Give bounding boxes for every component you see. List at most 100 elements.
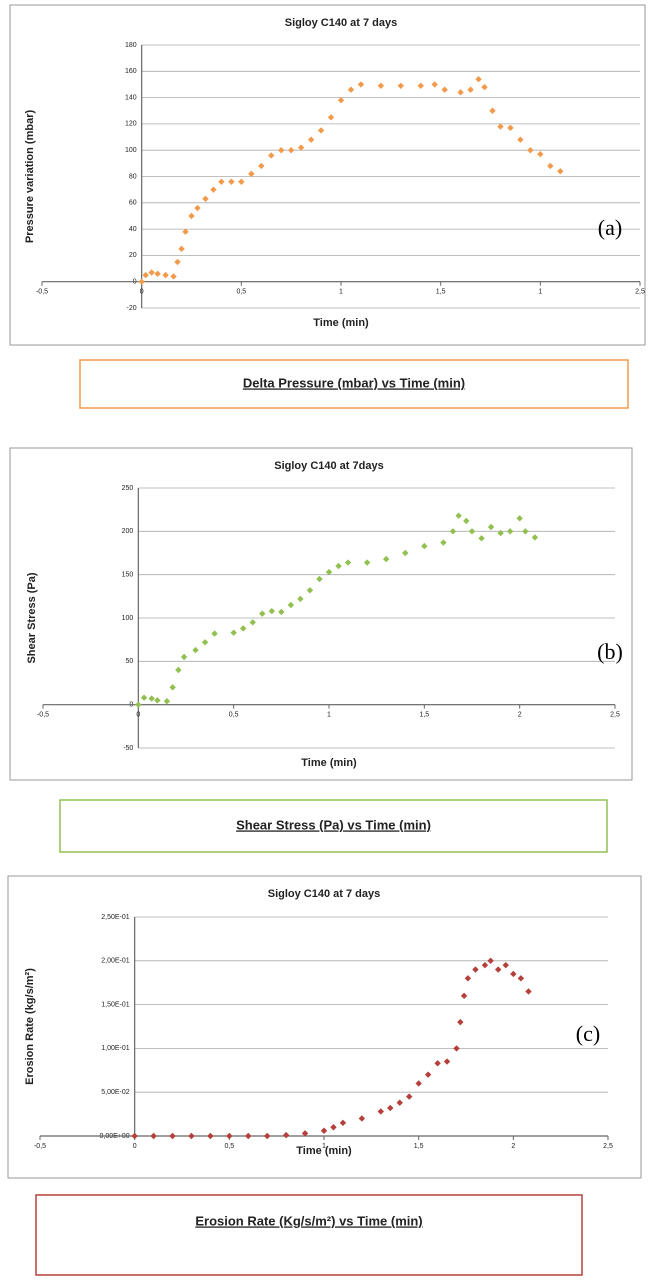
point (169, 1132, 176, 1140)
point (140, 694, 148, 701)
point (467, 86, 474, 93)
y-axis-label: Erosion Rate (kg/s/m²) (24, 968, 36, 1085)
point (481, 83, 488, 91)
point (258, 162, 265, 170)
point (347, 86, 355, 93)
point (468, 528, 476, 535)
x-tick-label: 1 (339, 289, 343, 296)
point (525, 988, 532, 995)
point (516, 515, 523, 522)
point (527, 147, 534, 154)
point (497, 123, 504, 130)
point (402, 549, 409, 557)
point (441, 86, 448, 93)
x-tick-label: 0,5 (229, 712, 239, 719)
point (510, 970, 517, 978)
point (278, 147, 285, 154)
chart-title: Sigloy C140 at 7 days (285, 17, 398, 29)
chart-title: Sigloy C140 at 7 days (268, 888, 381, 900)
point (494, 966, 502, 973)
point (449, 528, 457, 535)
x-tick-label: 1 (327, 712, 331, 719)
x-axis-label: Time (min) (313, 317, 369, 329)
point (287, 601, 295, 609)
x-tick-label: -0,5 (34, 1143, 46, 1150)
point (325, 568, 333, 576)
point (268, 152, 275, 159)
point (475, 75, 482, 83)
point (406, 1093, 413, 1100)
point (487, 523, 495, 531)
point (142, 271, 149, 279)
y-tick-label: 1,00E-01 (101, 1045, 130, 1052)
point (478, 535, 485, 542)
point (207, 1132, 214, 1140)
y-tick-label: 20 (129, 252, 137, 259)
y-tick-label: 100 (125, 147, 137, 154)
point (434, 1060, 441, 1067)
x-tick-label: 0 (140, 289, 144, 296)
x-tick-label: 0 (136, 712, 140, 719)
x-tick-label: -0,5 (36, 289, 48, 296)
point (358, 1115, 366, 1122)
point (188, 1132, 195, 1140)
chart-frame (9, 4, 646, 346)
point (307, 136, 315, 143)
y-tick-label: 2,00E-01 (101, 958, 130, 965)
x-axis-label: Time (min) (301, 757, 357, 769)
point (170, 273, 177, 280)
point (453, 1045, 460, 1052)
point (320, 1127, 328, 1134)
point (230, 629, 237, 636)
point (138, 278, 145, 285)
point (396, 1099, 403, 1106)
point (148, 695, 155, 702)
point (457, 1018, 464, 1026)
point (460, 992, 468, 1000)
point (327, 114, 335, 121)
y-tick-label: 200 (122, 528, 134, 535)
y-tick-label: 2,50E-01 (101, 914, 130, 921)
point (537, 150, 544, 158)
point (201, 639, 209, 646)
point (397, 82, 404, 89)
x-tick-label: -0,5 (37, 712, 49, 719)
point (192, 646, 199, 654)
point (337, 97, 345, 104)
point (507, 124, 514, 132)
point (238, 178, 245, 185)
y-tick-label: 140 (125, 94, 137, 101)
point (301, 1130, 309, 1137)
caption: Shear Stress (Pa) vs Time (min) (236, 817, 431, 832)
point (210, 186, 217, 193)
y-tick-label: -50 (123, 745, 133, 752)
point (387, 1104, 394, 1112)
point (148, 269, 155, 276)
point (182, 228, 189, 235)
x-tick-label: 1 (538, 289, 542, 296)
point (169, 684, 176, 691)
point (211, 630, 218, 637)
point (259, 610, 266, 617)
point (228, 178, 235, 185)
panel-label: (a) (598, 215, 622, 240)
caption: Delta Pressure (mbar) vs Time (min) (243, 375, 465, 390)
point (335, 562, 342, 570)
y-tick-label: 1,50E-01 (101, 1001, 130, 1008)
point (240, 625, 247, 632)
point (517, 975, 525, 982)
point (557, 168, 564, 175)
x-tick-label: 0,5 (236, 289, 246, 296)
x-tick-label: 2,5 (603, 1143, 613, 1150)
point (218, 178, 225, 185)
x-tick-label: 0 (133, 1143, 137, 1150)
point (248, 170, 255, 178)
panel-label: (b) (597, 639, 623, 664)
point (249, 619, 256, 626)
point (297, 144, 305, 151)
point (282, 1131, 290, 1139)
point (489, 107, 496, 114)
point (178, 245, 185, 253)
